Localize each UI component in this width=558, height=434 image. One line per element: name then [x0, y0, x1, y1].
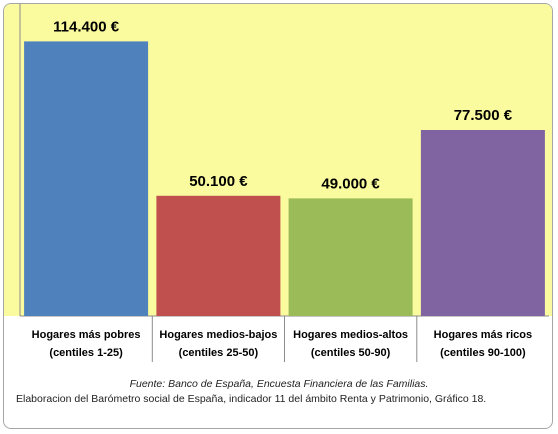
data-label: 49.000 € [321, 175, 380, 192]
chart-frame: 114.400 € Hogares más pobres (centiles 1-2… [3, 3, 553, 429]
category-label: (centiles 1-25) [49, 347, 123, 359]
data-label: 77.500 € [454, 107, 513, 124]
bar [24, 41, 149, 317]
bar [156, 195, 281, 316]
bar-chart: 114.400 € Hogares más pobres (centiles 1-2… [4, 4, 552, 362]
elaboration-note: Elaboracion del Barómetro social de Espa… [16, 393, 487, 405]
source-note: Fuente: Banco de España, Encuesta Financ… [129, 378, 429, 390]
category-label: Hogares medios-altos [293, 329, 408, 341]
category-label: (centiles 50-90) [311, 347, 391, 359]
category-label: (centiles 90-100) [440, 347, 526, 359]
category-label: Hogares medios-bajos [159, 329, 277, 341]
bar [288, 198, 413, 316]
category-label: Hogares más ricos [434, 329, 532, 341]
bar [420, 130, 545, 316]
data-label: 114.400 € [53, 18, 120, 35]
category-label: Hogares más pobres [32, 329, 141, 341]
data-label: 50.100 € [189, 173, 248, 190]
category-label: (centiles 25-50) [179, 347, 259, 359]
